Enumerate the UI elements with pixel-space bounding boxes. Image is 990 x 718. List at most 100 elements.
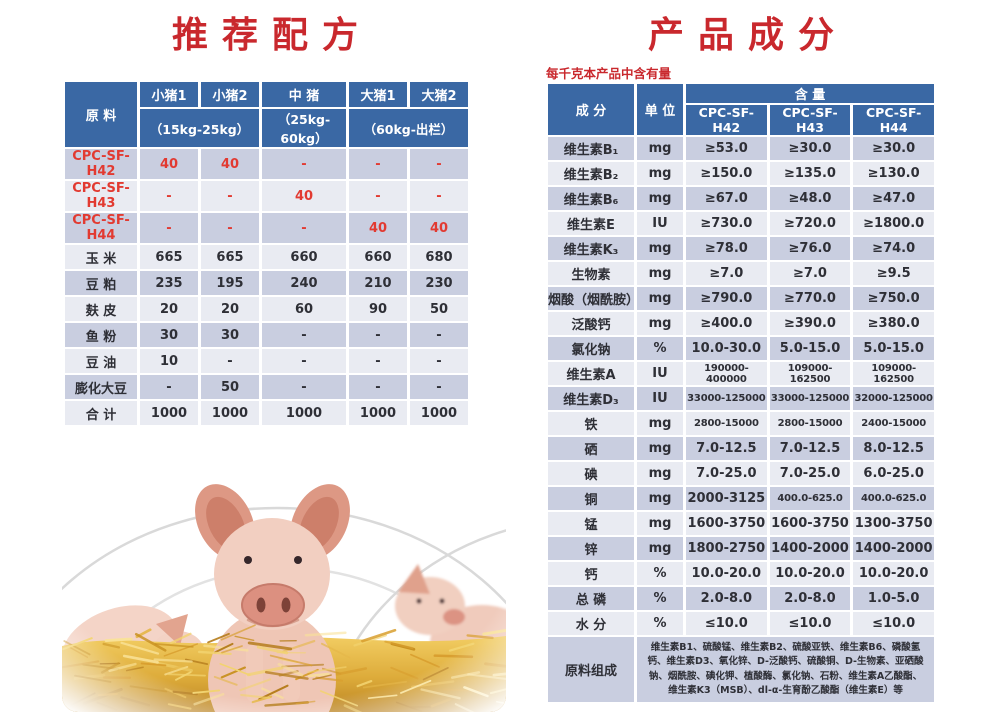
component-label: 烟酸（烟酰胺） — [548, 287, 634, 310]
formula-value-cell: - — [140, 375, 198, 399]
formula-range-row: （15kg-25kg） （25kg-60kg） （60kg-出栏） — [65, 109, 468, 147]
composition-value-cell: ≥150.0 — [686, 162, 767, 185]
composition-value-cell: 400.0-625.0 — [853, 487, 934, 510]
unit-cell: mg — [637, 162, 683, 185]
unit-cell: mg — [637, 487, 683, 510]
formula-row: 豆 油 10- - - - — [65, 349, 468, 373]
pig-stage-header-1-0: 中 猪 — [262, 82, 346, 107]
formula-value-cell: 50 — [201, 375, 259, 399]
composition-row: 维生素B₂ mg ≥150.0 ≥135.0 ≥130.0 — [548, 162, 934, 185]
composition-value-cell: ≥53.0 — [686, 137, 767, 160]
formula-value-cell: - — [201, 213, 259, 243]
composition-value-cell: 10.0-20.0 — [686, 562, 767, 585]
formula-value-cell: 90 — [349, 297, 407, 321]
formula-value-cell: 235 — [140, 271, 198, 295]
composition-value-cell: ≥390.0 — [769, 312, 851, 335]
formula-value-cell: 1000 — [140, 401, 198, 425]
weight-range-header-0: （15kg-25kg） — [140, 109, 259, 147]
formula-row: 豆 粕 235 195 240 210 230 — [65, 271, 468, 295]
composition-value-cell: ≥7.0 — [686, 262, 767, 285]
formula-value-cell: 40 — [349, 213, 407, 243]
composition-value-cell: 2800-15000 — [769, 412, 851, 435]
formula-value-cell: - — [349, 149, 407, 179]
composition-value-cell: 8.0-12.5 — [853, 437, 934, 460]
composition-header-row: 成 分单 位含 量 — [548, 84, 934, 135]
composition-row: 铁 mg 2800-15000 2800-15000 2400-15000 — [548, 412, 934, 435]
formula-row: CPC-SF-H42 40 40- - - — [65, 149, 468, 179]
component-label: 铜 — [548, 487, 634, 510]
composition-value-cell: 2.0-8.0 — [769, 587, 851, 610]
formula-value-cell: 660 — [349, 245, 407, 269]
composition-row: 钙% 10.0-20.0 10.0-20.0 10.0-20.0 — [548, 562, 934, 585]
unit-cell: IU — [637, 362, 683, 385]
composition-value-cell: 2000-3125 — [686, 487, 767, 510]
formula-value-cell: 195 — [201, 271, 259, 295]
product-code-header-0: CPC-SF-H42 — [686, 105, 767, 135]
composition-value-cell: ≥47.0 — [853, 187, 934, 210]
formula-row-label: 鱼 粉 — [65, 323, 137, 347]
right-section-title: 产品成分 — [647, 15, 848, 56]
composition-row: 维生素K₃ mg ≥78.0 ≥76.0 ≥74.0 — [548, 237, 934, 260]
formula-value-cell: 40 — [262, 181, 346, 211]
formula-row-label: 膨化大豆 — [65, 375, 137, 399]
formula-table: 原 料小猪1 小猪2 中 猪大猪1 大猪2 （15kg-25kg） （25kg-60kg）… — [62, 80, 471, 427]
formula-row-label: CPC-SF-H43 — [65, 181, 137, 211]
component-label: 维生素E — [548, 212, 634, 235]
formula-value-cell: - — [410, 181, 468, 211]
formula-value-cell: 240 — [262, 271, 346, 295]
formula-value-cell: 30 — [201, 323, 259, 347]
component-label: 泛酸钙 — [548, 312, 634, 335]
composition-value-cell: ≥48.0 — [769, 187, 851, 210]
composition-row: 水 分% ≤10.0 ≤10.0 ≤10.0 — [548, 612, 934, 635]
formula-value-cell: 50 — [410, 297, 468, 321]
composition-value-cell: ≥750.0 — [853, 287, 934, 310]
composition-value-cell: 7.0-25.0 — [769, 462, 851, 485]
formula-value-cell: - — [201, 349, 259, 373]
composition-value-cell: ≥67.0 — [686, 187, 767, 210]
formula-value-cell: 20 — [140, 297, 198, 321]
formula-value-cell: 1000 — [262, 401, 346, 425]
component-label: 铁 — [548, 412, 634, 435]
composition-value-cell: ≥380.0 — [853, 312, 934, 335]
formula-value-cell: - — [410, 323, 468, 347]
unit-cell: mg — [637, 462, 683, 485]
unit-cell: mg — [637, 312, 683, 335]
component-label: 硒 — [548, 437, 634, 460]
formula-row: 玉 米 665 665 660 660 680 — [65, 245, 468, 269]
composition-value-cell: 1600-3750 — [686, 512, 767, 535]
formula-row: 合 计 1000 1000 1000 1000 1000 — [65, 401, 468, 425]
composition-row: 维生素A IU 190000-400000 109000-162500 109000-1… — [548, 362, 934, 385]
component-label: 维生素B₁ — [548, 137, 634, 160]
unit-cell: mg — [637, 137, 683, 160]
composition-value-cell: ≥130.0 — [853, 162, 934, 185]
unit-cell: mg — [637, 262, 683, 285]
formula-value-cell: 10 — [140, 349, 198, 373]
formula-row-label: CPC-SF-H44 — [65, 213, 137, 243]
product-code-header-1: CPC-SF-H43 — [769, 105, 851, 135]
composition-value-cell: ≥770.0 — [769, 287, 851, 310]
formula-row-label: 豆 油 — [65, 349, 137, 373]
composition-row: 生物素 mg ≥7.0 ≥7.0 ≥9.5 — [548, 262, 934, 285]
formula-value-cell: - — [410, 149, 468, 179]
formula-value-cell: 1000 — [349, 401, 407, 425]
unit-cell: IU — [637, 212, 683, 235]
formula-row: 麸 皮 20 20 60 90 50 — [65, 297, 468, 321]
composition-value-cell: 33000-125000 — [769, 387, 851, 410]
formula-value-cell: - — [140, 181, 198, 211]
left-section-title: 推荐配方 — [171, 15, 372, 56]
per-kg-subtitle: 每千克本产品中含有量 — [546, 66, 672, 81]
unit-cell: mg — [637, 187, 683, 210]
piglets-photo-illustration — [62, 448, 506, 712]
formula-value-cell: 665 — [140, 245, 198, 269]
formula-value-cell: 40 — [140, 149, 198, 179]
composition-value-cell: ≥78.0 — [686, 237, 767, 260]
composition-row: 氯化钠% 10.0-30.0 5.0-15.0 5.0-15.0 — [548, 337, 934, 360]
composition-value-cell: ≥1800.0 — [853, 212, 934, 235]
composition-value-cell: 32000-125000 — [853, 387, 934, 410]
composition-value-cell: ≤10.0 — [769, 612, 851, 635]
formula-row: CPC-SF-H44- - -40 40 — [65, 213, 468, 243]
composition-value-cell: ≥720.0 — [769, 212, 851, 235]
composition-value-cell: 190000-400000 — [686, 362, 767, 385]
composition-value-cell: ≤10.0 — [686, 612, 767, 635]
composition-value-cell: 5.0-15.0 — [769, 337, 851, 360]
